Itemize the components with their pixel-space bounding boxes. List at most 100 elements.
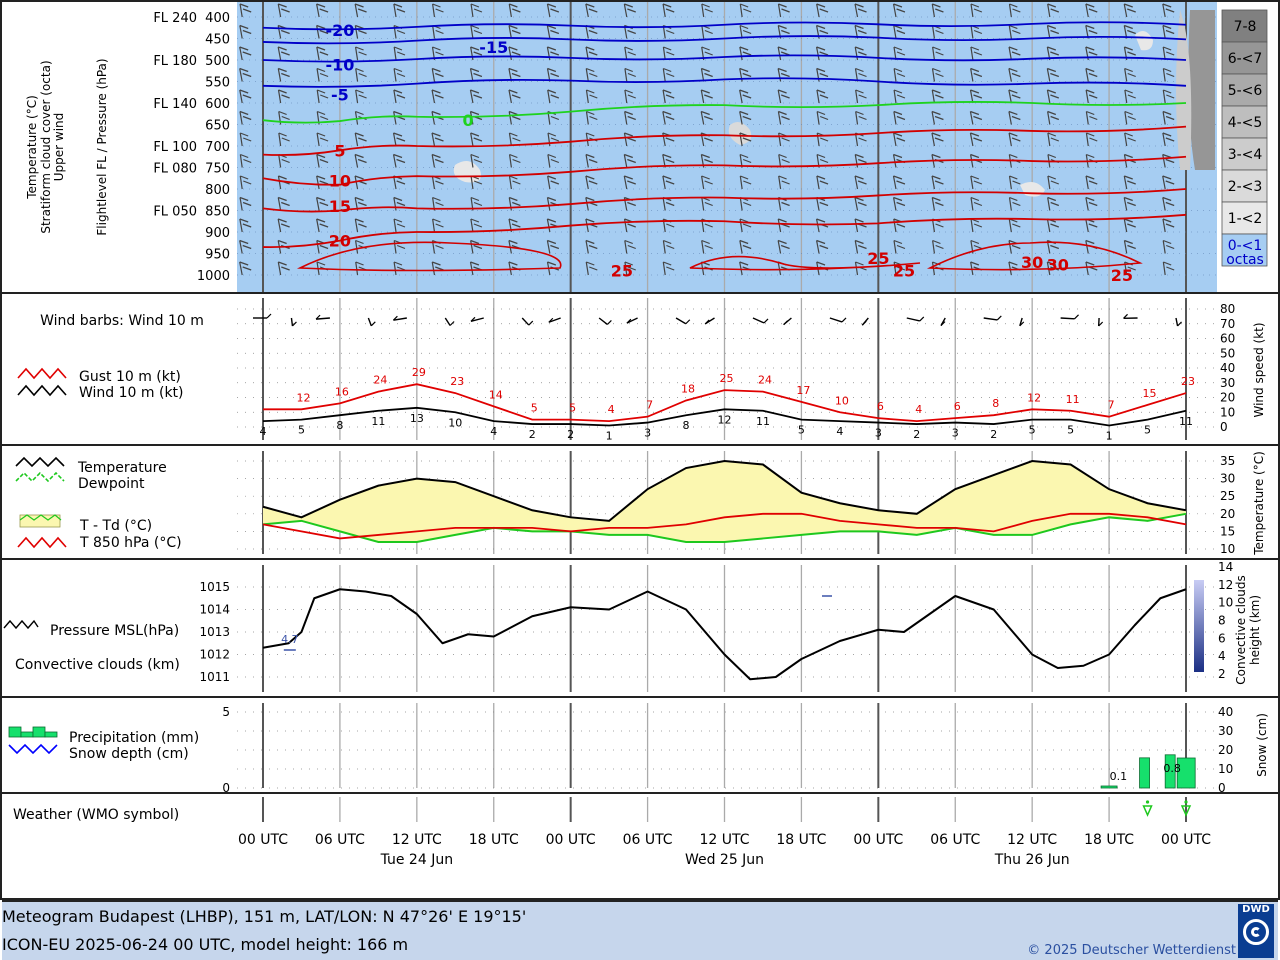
upper-wind-barb: [701, 3, 713, 18]
upper-wind-barb: [239, 110, 252, 125]
time-tick-label: 00 UTC: [546, 832, 596, 848]
upper-wind-barb: [777, 67, 790, 82]
isotherm-label: -20: [325, 21, 354, 40]
time-tick-label: 06 UTC: [930, 832, 980, 848]
upper-wind-barb: [816, 239, 829, 254]
flight-level-label: FL 100: [153, 140, 197, 155]
t-td-legend-swatch: [19, 514, 61, 528]
upper-wind-barb: [1162, 196, 1175, 211]
upper-wind-barb: [854, 196, 867, 211]
upper-wind-barb: [1047, 132, 1060, 147]
pressure-ytick-label: 1014: [199, 603, 230, 617]
upper-wind-barb: [816, 89, 829, 104]
convective-ytick-label: 14: [1218, 560, 1233, 574]
pressure-level-label: 850: [205, 205, 230, 220]
gust-value-label: 25: [720, 372, 734, 385]
upper-wind-barb: [393, 46, 406, 61]
isotherm-label: 15: [329, 197, 351, 216]
upper-wind-barb: [1124, 67, 1136, 82]
gust-value-label: 5: [569, 402, 576, 415]
isotherm-label: 30: [1021, 253, 1043, 272]
upper-wind-barb: [739, 110, 752, 125]
flight-level-label: FL 080: [153, 162, 197, 177]
temperature-ytick-label: 35: [1220, 454, 1235, 468]
footer-copyright: © 2025 Deutscher Wetterdienst: [1027, 943, 1236, 958]
upper-wind-barb: [316, 24, 329, 39]
isotherm-line: [262, 101, 1187, 124]
upper-wind-barb: [1162, 153, 1175, 168]
wind-value-label: 4: [490, 425, 497, 438]
convective-ytick-label: 12: [1218, 578, 1233, 592]
upper-wind-barb: [585, 110, 598, 125]
upper-wind-barb: [470, 239, 483, 254]
ylabel-upper-wind: Upper wind: [52, 113, 66, 182]
temperature-ytick-label: 25: [1220, 489, 1235, 503]
precipitation-panel: 0.1 0.8 0 5 0 10 20 30 40 Precipitation (mm) Sn…: [8, 703, 1269, 795]
upper-wind-barb: [316, 3, 329, 18]
flight-level-label: FL 180: [153, 54, 197, 69]
precip-value-label: 0.8: [1163, 762, 1181, 775]
isotherm-line: [262, 54, 1187, 63]
wind-value-label: 5: [1144, 424, 1151, 437]
snow-legend-label: Snow depth (cm): [69, 746, 189, 762]
upper-wind-barb: [546, 3, 560, 18]
upper-wind-barb: [354, 46, 367, 61]
upper-wind-barb: [469, 89, 483, 104]
upper-wind-barb: [1047, 110, 1060, 125]
pressure-level-label: 650: [205, 119, 230, 134]
temperature-panel: 10 15 20 25 30 35 Temperature Dewpoint T - Td…: [15, 451, 1266, 556]
flight-level-label: FL 240: [153, 11, 197, 26]
upper-wind-barb: [624, 46, 636, 61]
upper-wind-barb: [1047, 175, 1060, 190]
upper-wind-barb: [239, 89, 252, 104]
snow-ytick-label: 30: [1218, 724, 1233, 738]
upper-wind-barb: [1162, 24, 1175, 39]
wind-ytick-label: 20: [1220, 391, 1235, 405]
upper-wind-barb: [777, 46, 790, 61]
upper-wind-barb: [585, 3, 598, 18]
upper-wind-barb: [931, 67, 944, 82]
surface-wind-barb: [983, 315, 1002, 321]
flight-level-label: FL 050: [153, 205, 197, 220]
convective-ylabel-line1: Convective clouds: [1234, 575, 1248, 685]
surface-wind-barb: [752, 317, 769, 324]
ylabel-cloud-cover: Stratiform cloud cover (octa): [39, 60, 53, 233]
upper-wind-barb: [1008, 175, 1021, 190]
upper-wind-barb: [546, 24, 560, 39]
upper-wind-barb: [778, 175, 790, 190]
upper-wind-barb: [893, 67, 906, 82]
surface-wind-barb: [1097, 317, 1104, 327]
gust-value-label: 23: [1181, 375, 1195, 388]
upper-wind-barb: [1085, 67, 1098, 82]
convective-ytick-label: 4: [1218, 649, 1226, 663]
upper-wind-barb: [970, 175, 983, 190]
gust-value-label: 8: [992, 397, 999, 410]
gust-value-label: 10: [835, 394, 849, 407]
gust-value-label: 5: [531, 402, 538, 415]
wind-value-label: 3: [644, 427, 651, 440]
upper-wind-barb: [931, 175, 944, 190]
wind-value-label: 2: [990, 428, 997, 441]
surface-wind-barb: [783, 317, 792, 326]
upper-wind-barb: [547, 89, 560, 104]
temperature-ytick-label: 30: [1220, 472, 1235, 486]
pressure-level-label: 600: [205, 97, 230, 112]
upper-wind-barb: [1085, 132, 1098, 147]
precip-ytick-label: 5: [222, 705, 230, 719]
gust-value-label: 7: [646, 399, 653, 412]
isotherm-label: 20: [329, 232, 351, 251]
gust-line: [263, 383, 1187, 423]
upper-wind-barb: [470, 46, 483, 61]
snow-ytick-label: 0: [1218, 781, 1226, 795]
surface-wind-barb: [1123, 313, 1138, 320]
surface-wind-barb: [290, 317, 297, 327]
upper-wind-barb: [1162, 239, 1175, 254]
upper-wind-barb: [701, 239, 713, 254]
upper-wind-barb: [278, 132, 290, 147]
wind-value-label: 2: [567, 428, 574, 441]
upper-wind-barb: [931, 196, 944, 211]
day-label: Tue 24 Jun: [380, 852, 454, 868]
upper-wind-barb: [970, 196, 983, 211]
isotherm-line: [262, 35, 1187, 45]
